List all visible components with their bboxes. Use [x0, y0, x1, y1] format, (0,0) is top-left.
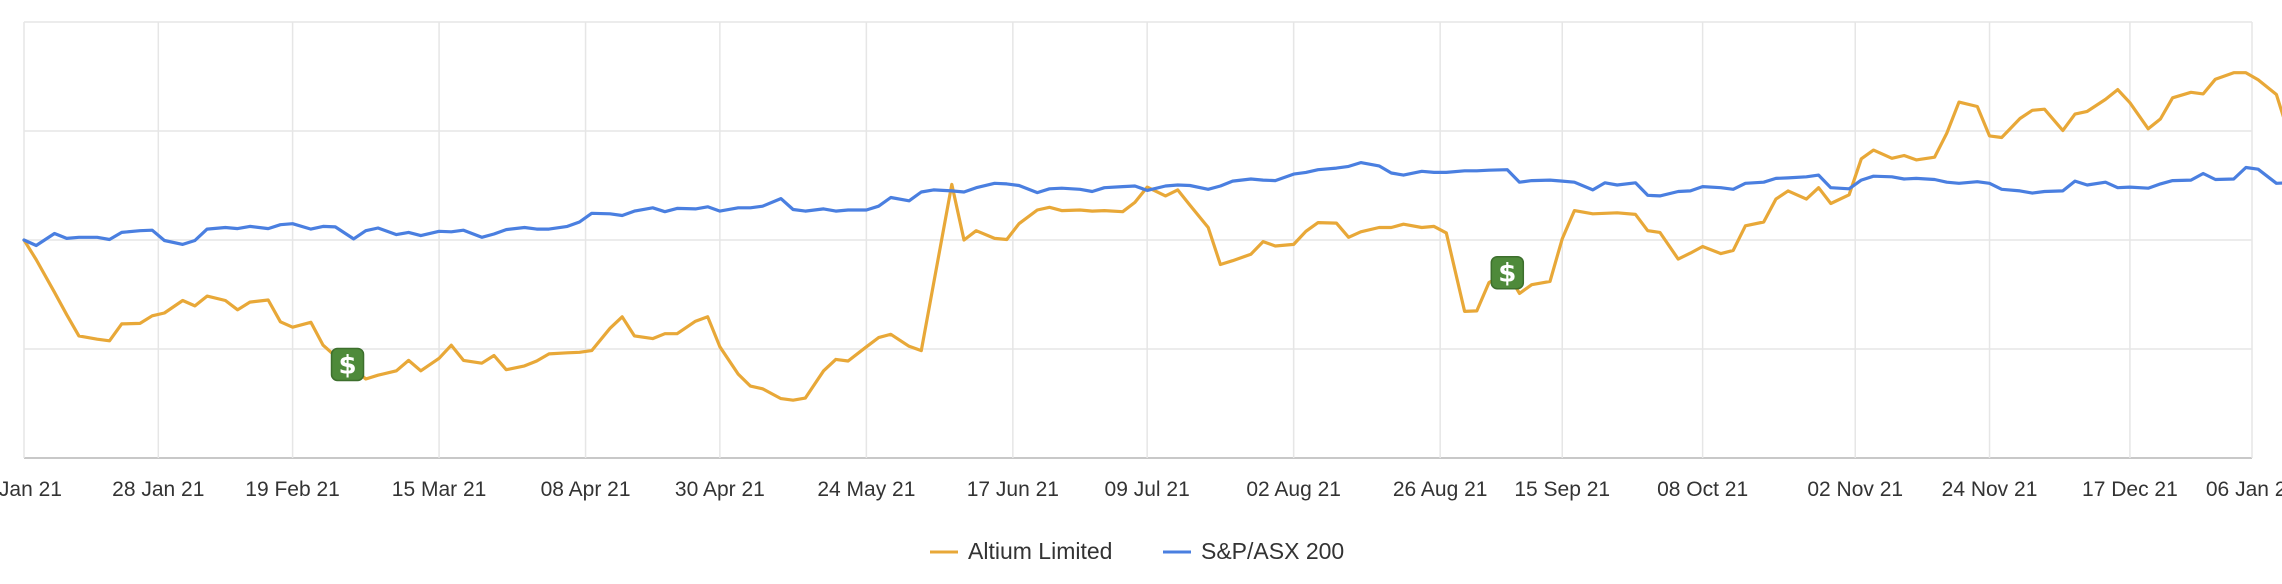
dollar-icon[interactable]: $ — [330, 347, 365, 382]
dividend-markers: $$ — [330, 255, 1525, 382]
x-tick-label: 30 Apr 21 — [675, 478, 765, 501]
chart-grid — [23, 21, 2253, 459]
x-tick-label: 02 Aug 21 — [1246, 478, 1341, 501]
chart-legend: Altium Limited S&P/ASX 200 — [930, 538, 1344, 564]
x-tick-label: 02 Nov 21 — [1807, 478, 1903, 501]
svg-text:$: $ — [338, 350, 356, 380]
legend-item-altium[interactable]: Altium Limited — [930, 538, 1112, 564]
series-line-altium[interactable] — [22, 71, 2282, 402]
x-axis: - Jan 21 28 Jan 21 19 Feb 21 15 Mar 21 08 Ap… — [0, 478, 2282, 501]
x-tick-label: 28 Jan 21 — [112, 478, 204, 501]
x-tick-label: 08 Apr 21 — [541, 478, 631, 501]
x-tick-label: 26 Aug 21 — [1393, 478, 1488, 501]
x-tick-label: - Jan 21 — [0, 478, 62, 501]
x-tick-label: 15 Mar 21 — [392, 478, 487, 501]
x-tick-label: 09 Jul 21 — [1105, 478, 1190, 501]
legend-label-asx200: S&P/ASX 200 — [1201, 538, 1344, 564]
chart-series — [22, 71, 2282, 402]
series-line-asx200[interactable] — [22, 161, 2282, 248]
legend-label-altium: Altium Limited — [968, 538, 1112, 564]
x-tick-label: 06 Jan 22 — [2206, 478, 2282, 501]
x-tick-label: 15 Sep 21 — [1514, 478, 1610, 501]
dollar-icon[interactable]: $ — [1490, 255, 1525, 290]
legend-item-asx200[interactable]: S&P/ASX 200 — [1163, 538, 1344, 564]
x-tick-label: 17 Jun 21 — [967, 478, 1059, 501]
x-tick-label: 19 Feb 21 — [245, 478, 340, 501]
x-tick-label: 17 Dec 21 — [2082, 478, 2178, 501]
x-tick-label: 24 Nov 21 — [1942, 478, 2038, 501]
x-tick-label: 08 Oct 21 — [1657, 478, 1748, 501]
svg-text:$: $ — [1498, 259, 1516, 289]
x-tick-label: 24 May 21 — [817, 478, 915, 501]
